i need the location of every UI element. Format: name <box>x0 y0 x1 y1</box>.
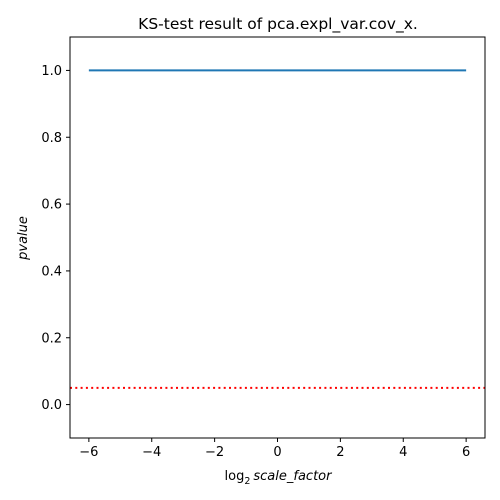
x-tick-label: 6 <box>462 445 470 460</box>
x-tick-label: −6 <box>79 445 98 460</box>
x-tick-label: −4 <box>142 445 161 460</box>
plot-frame <box>69 36 486 439</box>
y-tick-label: 1.0 <box>41 64 62 79</box>
x-axis-label-subscript: 2 <box>244 476 250 487</box>
x-tick-label: −2 <box>205 445 224 460</box>
x-tick-label: 4 <box>399 445 407 460</box>
x-tick-label: 0 <box>273 445 281 460</box>
x-axis-label-prefix: log <box>225 469 245 484</box>
x-axis-label: log2 scale_factor <box>225 469 334 487</box>
x-axis-label-variable: scale_factor <box>253 469 333 484</box>
chart-title: KS-test result of pca.expl_var.cov_x. <box>138 15 418 34</box>
y-tick-label: 0.2 <box>41 331 62 346</box>
x-tick-label: 2 <box>336 445 344 460</box>
y-tick-label: 0.4 <box>41 264 62 279</box>
y-axis-label: pvalue <box>16 216 31 261</box>
axis-ticks: −6 −4 −2 0 2 4 6 0.0 0.2 0.4 0.6 0.8 1.0 <box>41 64 470 460</box>
y-tick-label: 0.6 <box>41 198 62 213</box>
plot-area <box>69 36 486 439</box>
y-tick-label: 0.0 <box>41 398 62 413</box>
y-tick-label: 0.8 <box>41 131 62 146</box>
